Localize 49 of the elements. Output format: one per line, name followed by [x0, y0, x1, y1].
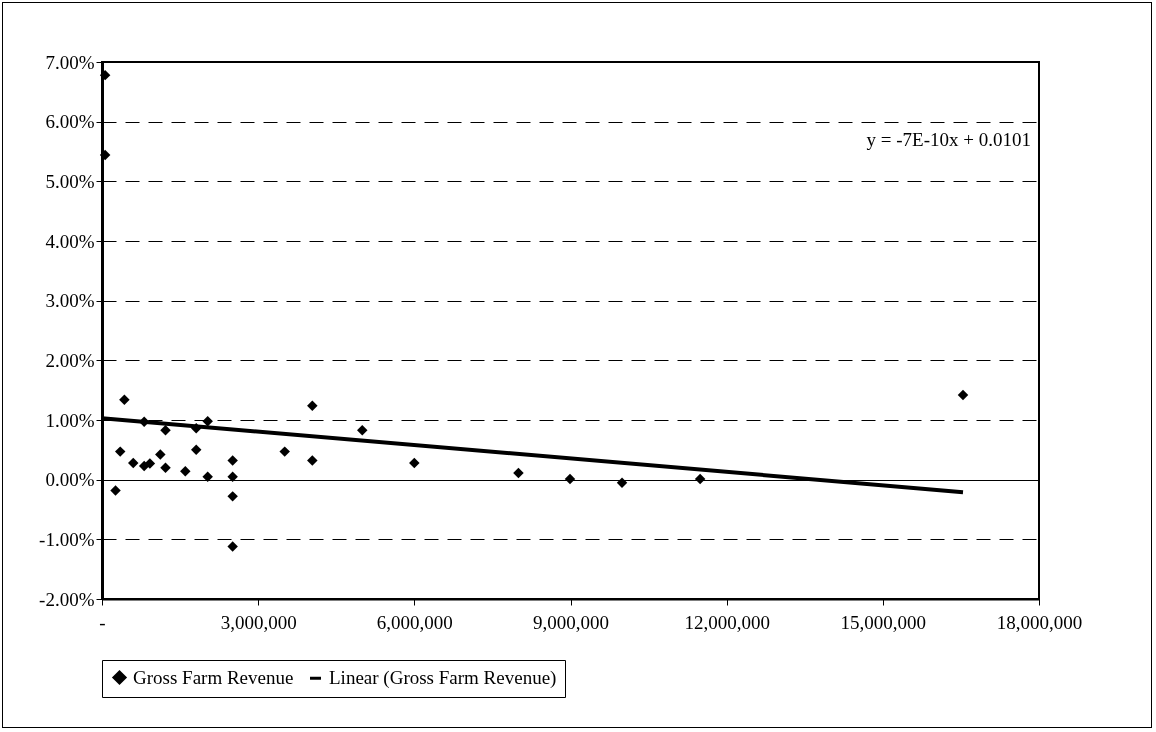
point	[513, 467, 524, 479]
point	[564, 473, 576, 485]
point	[127, 457, 139, 469]
point	[279, 446, 290, 457]
x-tick-label: -	[99, 611, 106, 633]
point	[180, 466, 191, 477]
y-tick-label: 7.00%	[45, 51, 95, 73]
y-tick-label: 6.00%	[45, 111, 95, 133]
point	[110, 485, 121, 496]
y-tick-label: 1.00%	[45, 409, 95, 431]
y-tick-label: 0.00%	[45, 469, 95, 491]
point	[227, 455, 238, 466]
x-tick-label: 15,000,000	[840, 611, 927, 633]
point	[409, 457, 420, 469]
x-tick-label: 18,000,000	[996, 611, 1083, 633]
point	[119, 394, 130, 405]
point	[99, 69, 111, 81]
y-tick-label: 5.00%	[45, 170, 95, 192]
x-tick-label: 6,000,000	[376, 611, 453, 633]
y-tick-label: -2.00%	[39, 588, 95, 610]
point	[357, 424, 368, 436]
point	[694, 473, 706, 485]
point	[160, 462, 171, 473]
y-tick-label: 3.00%	[45, 290, 95, 312]
x-tick-label: 12,000,000	[684, 611, 770, 633]
annotation: y = -7E-10x + 0.0101	[866, 129, 1031, 150]
x-tick-label: 9,000,000	[533, 611, 609, 633]
x-tick-label: 3,000,000	[220, 611, 297, 633]
point	[616, 477, 628, 488]
point	[307, 400, 318, 411]
point	[227, 491, 238, 502]
y-tick-label: 2.00%	[45, 349, 95, 371]
point	[160, 424, 171, 436]
point	[114, 446, 126, 457]
point	[227, 471, 238, 482]
y-tick-label: -1.00%	[39, 528, 95, 550]
point	[202, 471, 213, 482]
point	[202, 415, 213, 427]
point	[307, 455, 318, 466]
point	[957, 389, 969, 401]
legend-label: Linear (Gross Farm Revenue)	[329, 667, 557, 690]
y-tick-label: 4.00%	[45, 230, 95, 252]
point	[144, 458, 156, 469]
point	[155, 449, 166, 460]
point	[190, 423, 202, 434]
point	[190, 444, 202, 456]
point	[227, 541, 238, 552]
point	[99, 149, 111, 161]
legend-label: Gross Farm Revenue	[133, 666, 294, 688]
